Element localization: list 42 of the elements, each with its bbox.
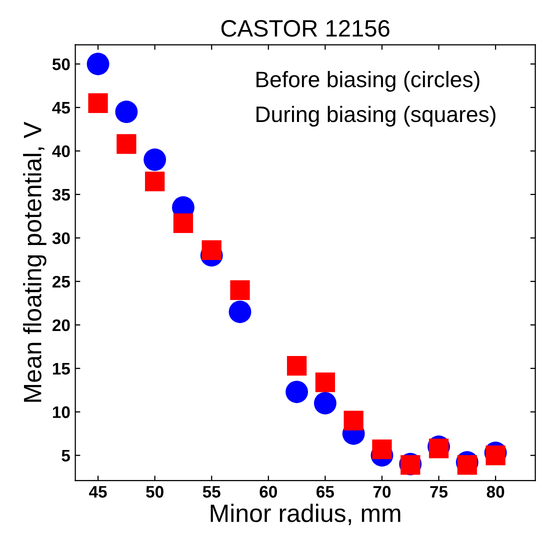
x-tick-label: 60: [260, 486, 277, 498]
y-tick-label: 35: [52, 188, 70, 201]
point: [115, 100, 138, 124]
point: [202, 240, 222, 260]
chart-title: CASTOR 12156: [221, 20, 390, 37]
x-tick-label: 80: [486, 486, 504, 498]
y-tick-label: 25: [52, 276, 70, 288]
y-tick-label: 30: [52, 232, 70, 244]
point: [230, 280, 250, 300]
point: [116, 134, 136, 154]
point: [286, 380, 308, 404]
x-tick-label: 70: [373, 486, 391, 498]
x-axis-title: Minor radius, mm: [210, 504, 400, 526]
point: [286, 356, 307, 376]
x-tick-label: 45: [89, 486, 107, 498]
y-tick-label: 5: [62, 450, 70, 462]
x-tick-label: 65: [316, 486, 334, 498]
y-tick-label: 50: [52, 58, 70, 70]
point: [428, 438, 449, 458]
y-axis-title: Mean floating potential, V: [23, 122, 46, 402]
point: [315, 372, 336, 392]
y-tick-label: 40: [52, 145, 70, 158]
annotation: Before biasing (circles): [256, 71, 480, 92]
point: [314, 392, 336, 414]
point: [173, 213, 194, 233]
point: [144, 148, 166, 171]
y-tick-label: 45: [52, 102, 70, 114]
y-tick-label: 15: [52, 362, 70, 375]
x-tick-label: 75: [430, 486, 448, 498]
point: [486, 446, 506, 466]
point: [457, 455, 477, 475]
point: [88, 93, 108, 113]
y-tick-label: 20: [52, 319, 70, 332]
point: [344, 410, 364, 430]
x-tick-label: 55: [202, 486, 220, 498]
point: [145, 172, 165, 192]
x-tick-label: 50: [146, 486, 164, 498]
point: [372, 439, 392, 460]
y-tick-label: 10: [52, 406, 70, 418]
point: [228, 300, 252, 324]
point: [86, 52, 110, 76]
annotation: During biasing (squares): [256, 106, 496, 127]
